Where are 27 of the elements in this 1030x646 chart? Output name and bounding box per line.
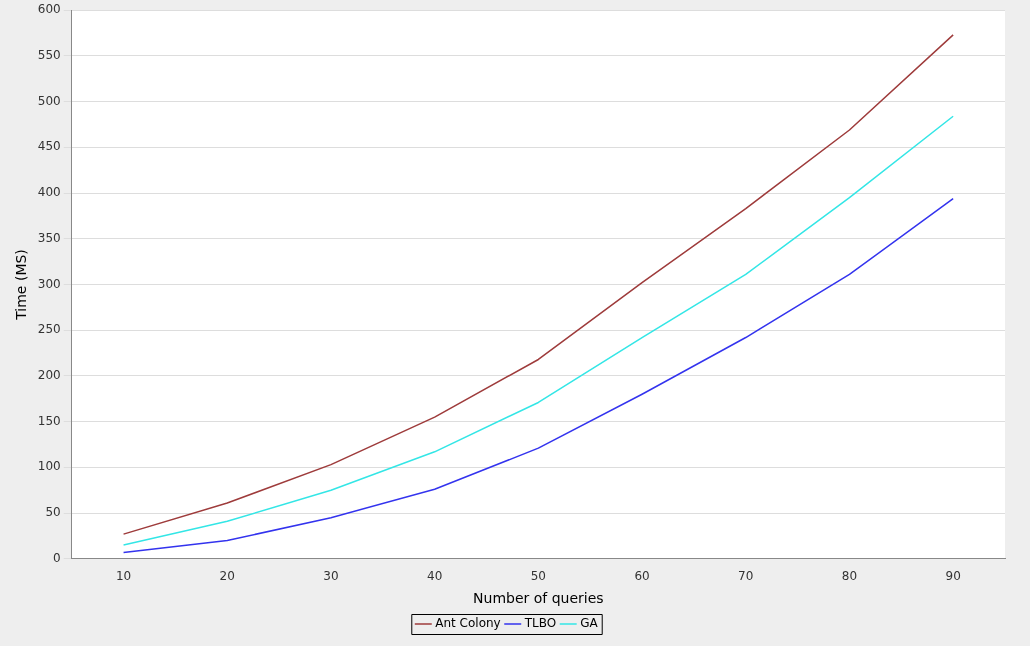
legend-label: Ant Colony: [435, 616, 501, 631]
x-tick-label: 20: [219, 569, 235, 584]
x-tick-label: 80: [841, 569, 858, 584]
y-tick-label: 500: [37, 93, 61, 108]
y-tick-label: 50: [45, 505, 61, 520]
y-tick-label: 150: [37, 413, 61, 428]
x-tick-label: 10: [115, 569, 132, 584]
x-axis-title: Number of queries: [473, 590, 604, 607]
x-tick-label: 50: [530, 569, 546, 584]
x-tick-label: 70: [738, 569, 754, 584]
y-tick-label: 450: [37, 139, 61, 154]
y-tick-label: 300: [37, 276, 61, 291]
y-tick-label: 100: [37, 459, 61, 474]
y-tick-label: 0: [53, 550, 61, 565]
y-tick-label: 350: [37, 230, 61, 245]
y-axis-title: Time (MS): [13, 249, 30, 321]
y-tick-label: 400: [37, 185, 61, 200]
x-tick-label: 30: [323, 569, 339, 584]
x-tick-label: 60: [634, 569, 650, 584]
y-tick-label: 600: [37, 2, 61, 17]
y-tick-label: 250: [37, 322, 61, 337]
legend-label: GA: [580, 616, 599, 631]
y-tick-label: 200: [37, 368, 61, 383]
x-tick-label: 90: [945, 569, 961, 584]
legend-label: TLBO: [523, 616, 557, 631]
x-tick-label: 40: [427, 569, 443, 584]
y-tick-label: 550: [37, 48, 61, 63]
